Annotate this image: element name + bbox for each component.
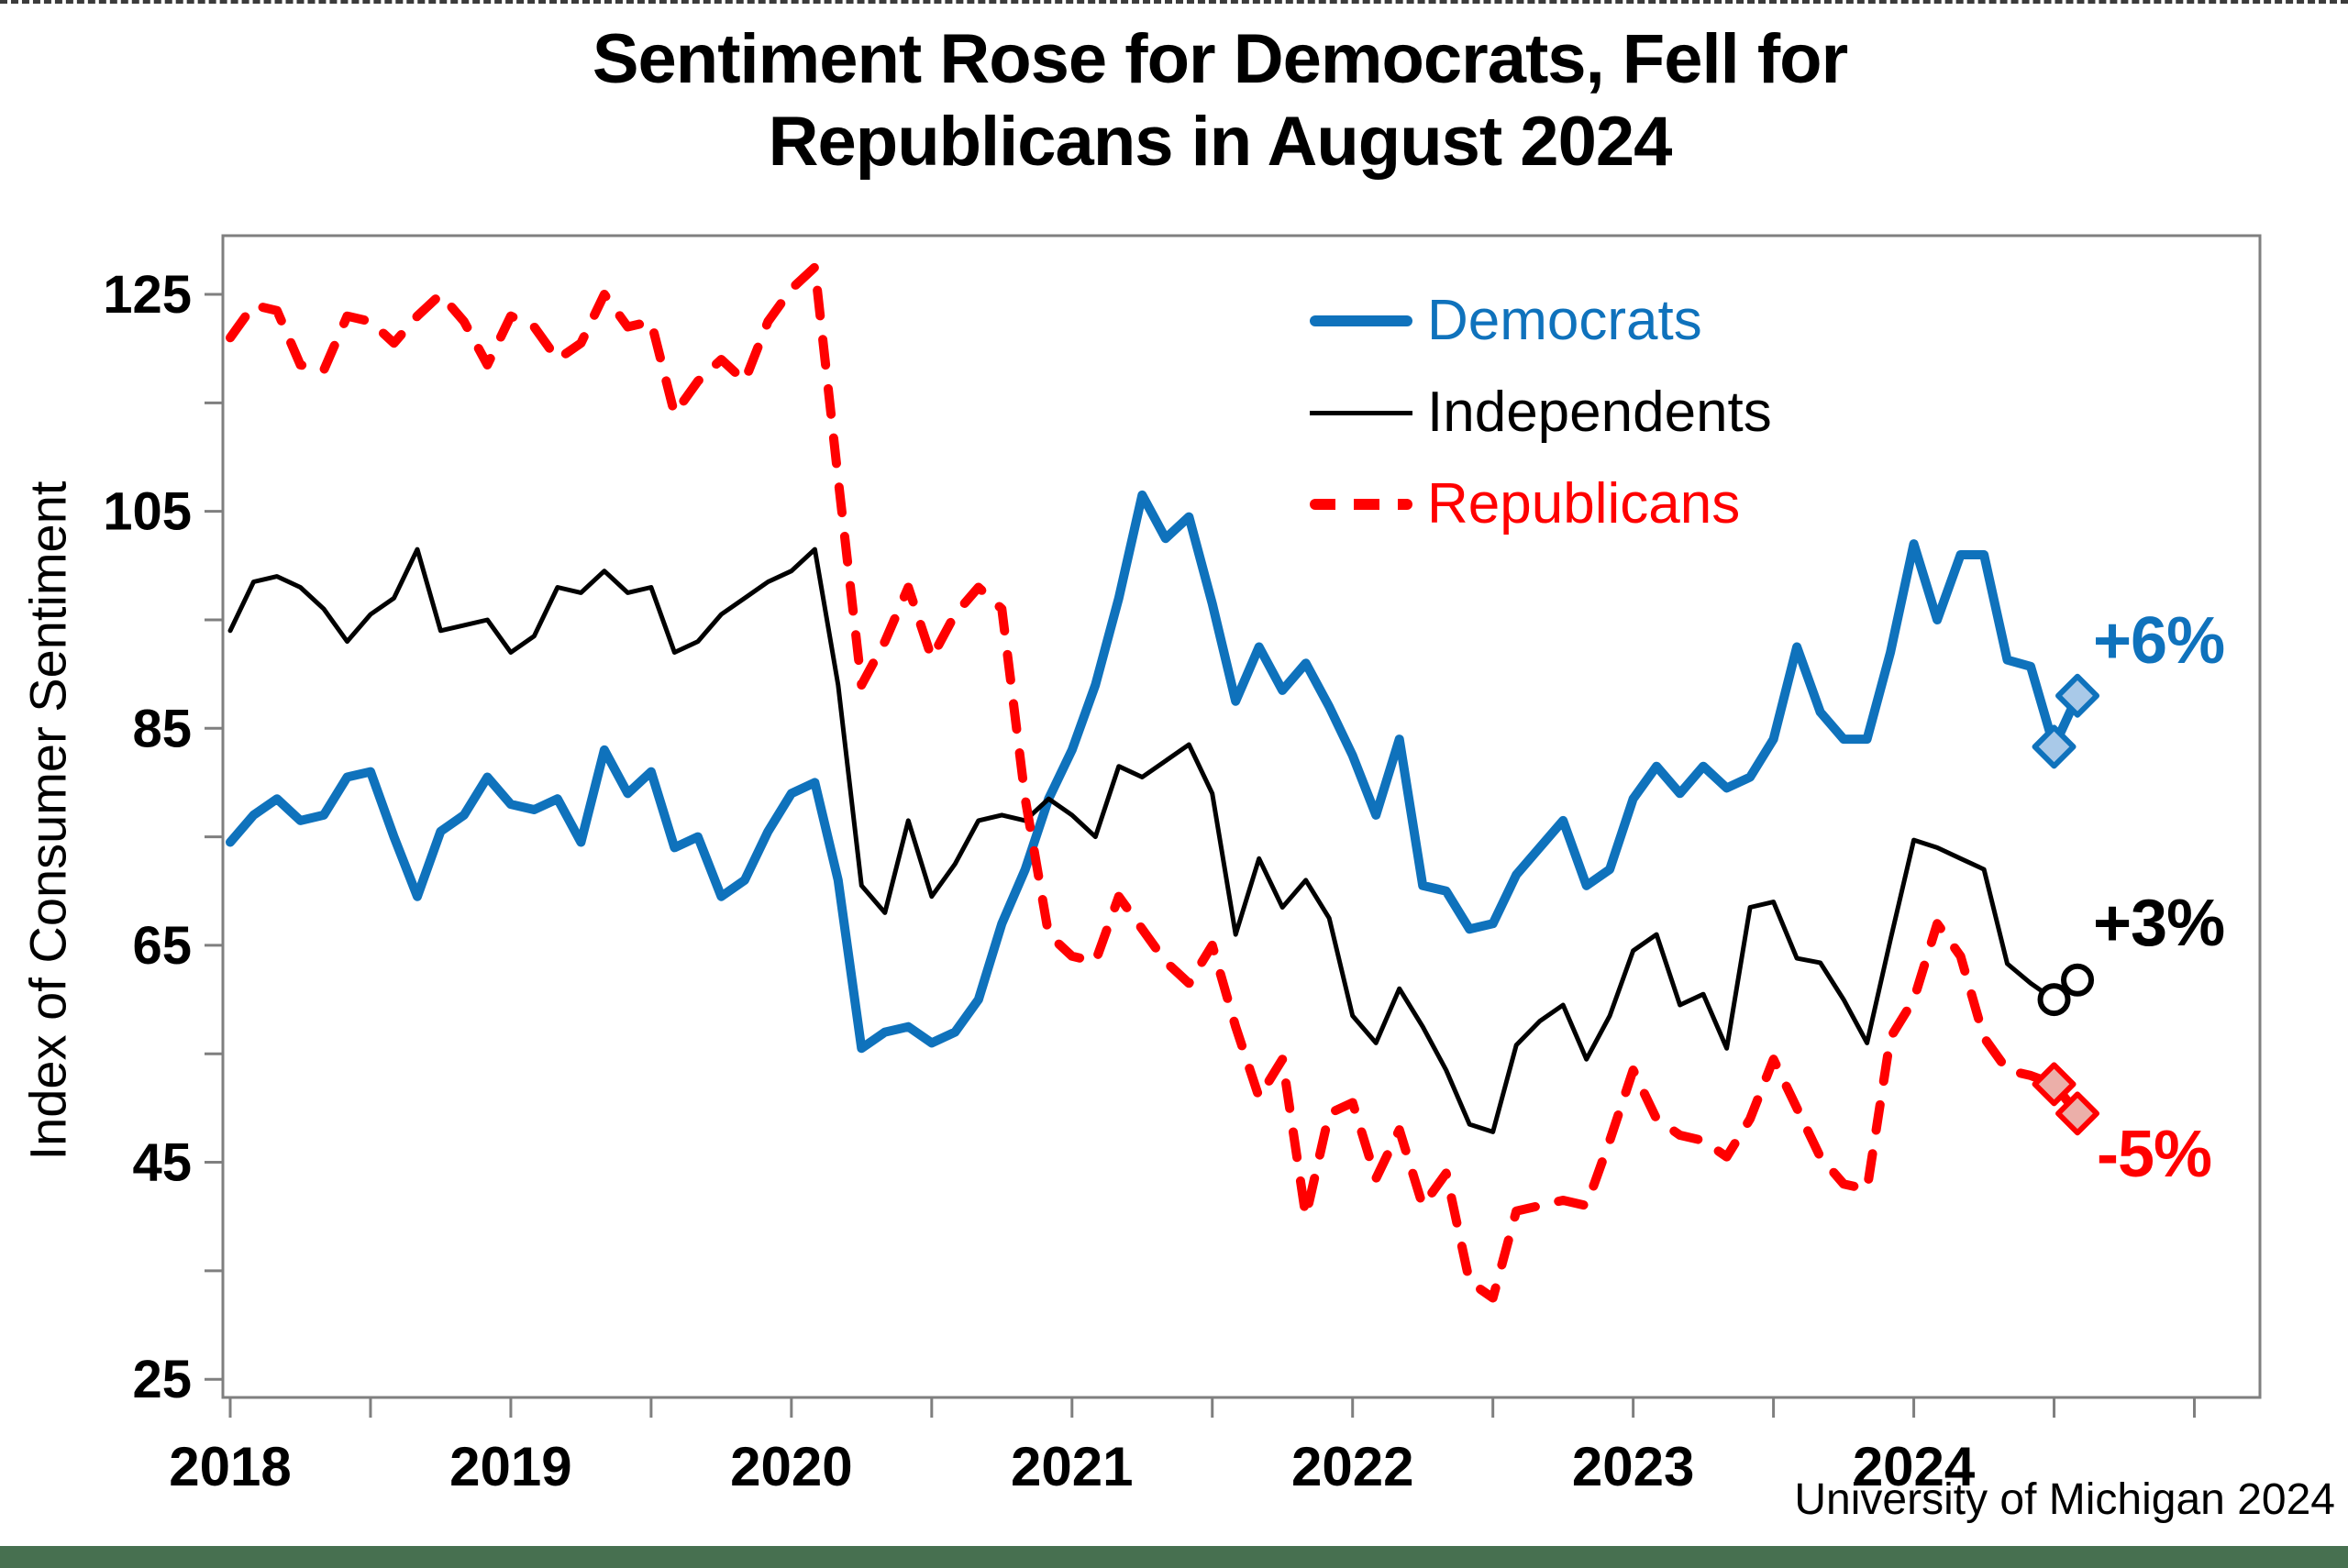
x-year-label: 2019	[449, 1436, 571, 1497]
independents-end-marker	[2037, 983, 2071, 1017]
y-tick-label: 125	[103, 265, 192, 325]
y-axis: 25 45 65 85 105 125	[103, 265, 223, 1409]
legend-label-democrats: Democrats	[1427, 289, 1702, 352]
footer-bar	[0, 1546, 2348, 1568]
chart-title-line1: Sentiment Rose for Democrats, Fell for	[592, 20, 1848, 98]
x-axis: 2018 2019 2020 2021 2022 2023 2024	[169, 1397, 2196, 1497]
x-year-label: 2021	[1011, 1436, 1133, 1497]
y-tick-label: 65	[132, 916, 192, 976]
legend-label-republicans: Republicans	[1427, 472, 1741, 536]
democrats-end-marker	[2032, 724, 2077, 769]
top-dashed-border	[0, 0, 2348, 4]
independents-line-sample-icon	[1310, 410, 1412, 415]
x-year-label: 2020	[730, 1436, 852, 1497]
legend-label-independents: Independents	[1427, 381, 1772, 444]
x-year-label: 2018	[169, 1436, 291, 1497]
y-tick-label: 105	[103, 482, 192, 542]
independents-end-marker	[2061, 963, 2095, 997]
democrats-line-sample-icon	[1310, 315, 1412, 326]
independents-change-annotation: +3%	[2093, 887, 2225, 960]
legend-item-independents: Independents	[1310, 367, 1772, 458]
republicans-end-marker	[2055, 1091, 2100, 1136]
republicans-line	[226, 262, 2082, 1303]
legend-item-republicans: Republicans	[1310, 458, 1772, 550]
y-tick-label: 85	[132, 699, 192, 758]
y-tick-label: 45	[132, 1133, 192, 1193]
republicans-change-annotation: -5%	[2097, 1118, 2212, 1191]
x-year-label: 2023	[1572, 1436, 1694, 1497]
x-year-label: 2024	[1853, 1436, 1976, 1497]
democrats-end-marker	[2055, 673, 2100, 718]
y-tick-label: 25	[132, 1350, 192, 1409]
legend: Democrats Independents Republicans	[1310, 275, 1772, 550]
chart-title: Sentiment Rose for Democrats, Fell for R…	[92, 18, 2348, 182]
republicans-line-sample-icon	[1310, 499, 1412, 510]
democrats-line	[226, 490, 2082, 1054]
independents-line	[227, 547, 2080, 1134]
republicans-end-marker	[2032, 1062, 2077, 1107]
chart-title-line2: Republicans in August 2024	[768, 102, 1673, 181]
legend-item-democrats: Democrats	[1310, 275, 1772, 367]
x-year-label: 2022	[1291, 1436, 1413, 1497]
democrats-change-annotation: +6%	[2093, 604, 2225, 678]
source-credit: University of Michigan 2024	[1794, 1475, 2335, 1524]
plot-border	[221, 234, 2262, 1399]
